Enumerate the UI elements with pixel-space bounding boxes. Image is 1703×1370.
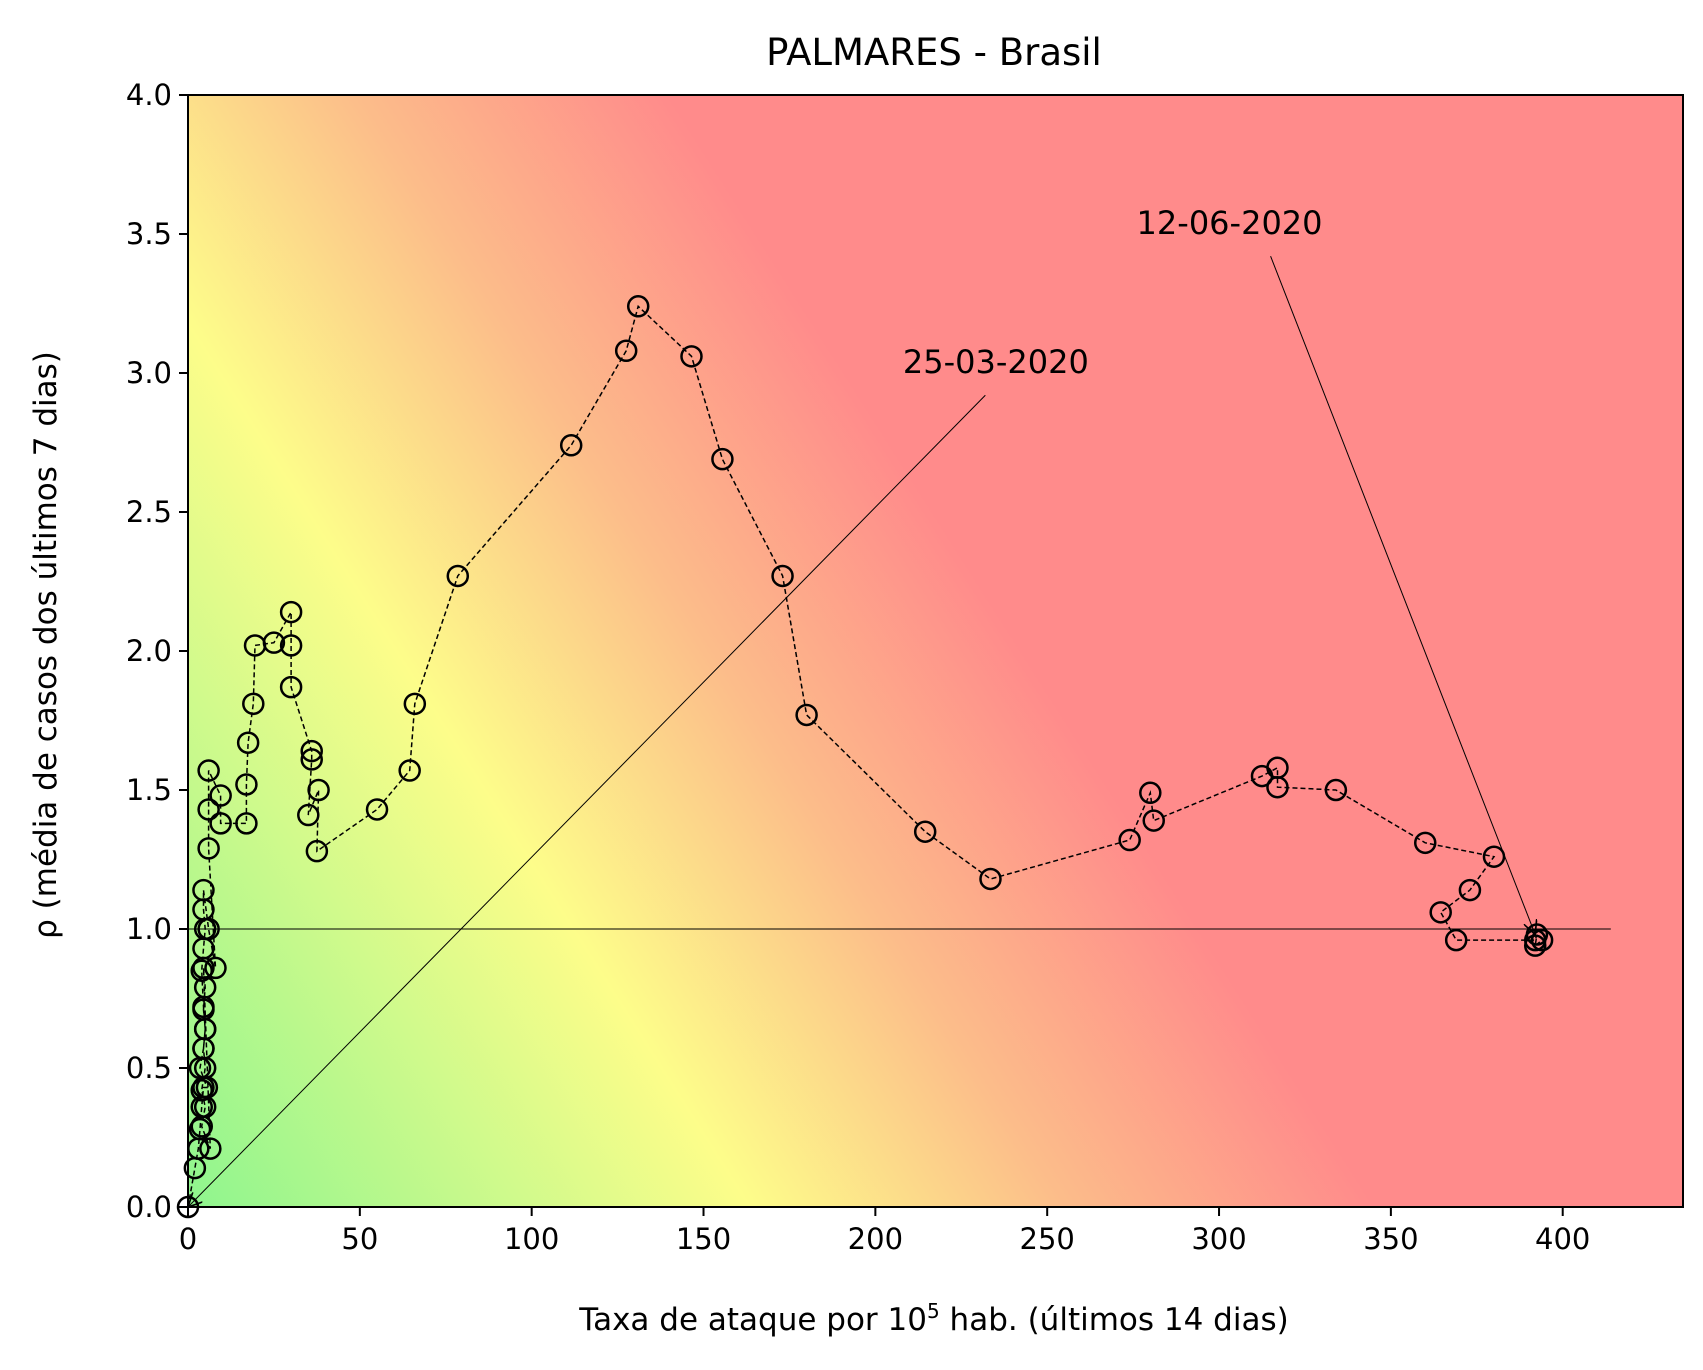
y-tick-label: 1.5	[126, 773, 172, 807]
x-axis-label: Taxa de ataque por 105 hab. (últimos 14 …	[578, 1299, 1288, 1338]
data-point	[559, 434, 583, 457]
data-point	[711, 447, 734, 471]
annotation-labels: 25-03-2020 12-06-2020	[903, 204, 1323, 381]
data-point	[209, 812, 232, 835]
x-axis: 0 50 100 150 200 250 300 350 400	[179, 1207, 1590, 1256]
x-tick-label: 250	[1020, 1222, 1075, 1256]
chart-title: PALMARES - Brasil	[766, 31, 1102, 74]
data-point	[1324, 778, 1348, 802]
annotation-arrows	[188, 256, 1535, 1207]
data-point	[236, 731, 260, 754]
x-tick-label: 400	[1535, 1222, 1590, 1256]
data-point	[279, 600, 303, 624]
annotation-arrow	[188, 394, 986, 1207]
data-point	[188, 1117, 212, 1141]
data-point	[1458, 878, 1482, 902]
data-point	[446, 564, 470, 588]
y-axis: 0.0 0.5 1.0 1.5 2.0 2.5 3.0 3.5 4.0	[126, 78, 188, 1224]
data-point	[197, 759, 220, 782]
x-axis-label-suffix: hab. (últimos 14 dias)	[940, 1302, 1289, 1338]
y-tick-label: 0.0	[126, 1190, 172, 1224]
data-point	[209, 784, 232, 807]
x-tick-label: 300	[1191, 1222, 1246, 1256]
data-point	[626, 295, 650, 318]
data-point	[192, 878, 215, 902]
data-point	[1413, 831, 1437, 855]
data-point	[1139, 781, 1162, 805]
data-point	[193, 1017, 217, 1041]
data-point	[307, 778, 330, 802]
data-point	[979, 867, 1002, 891]
data-point	[1444, 928, 1468, 952]
data-point	[300, 748, 323, 771]
data-point	[279, 675, 303, 699]
data-point	[1429, 901, 1452, 924]
data-point	[305, 839, 329, 863]
data-point	[190, 959, 213, 982]
data-point	[262, 631, 286, 654]
data-point	[398, 759, 421, 782]
annotation-label: 12-06-2020	[1137, 204, 1323, 242]
data-point	[235, 773, 258, 796]
x-tick-label: 150	[676, 1222, 731, 1256]
x-axis-label-superscript: 5	[927, 1299, 940, 1323]
x-tick-label: 350	[1363, 1222, 1418, 1256]
data-point	[204, 956, 227, 980]
y-tick-label: 2.5	[126, 495, 172, 529]
data-point	[1118, 828, 1141, 852]
data-point	[235, 812, 258, 835]
data-point	[242, 692, 265, 716]
data-point	[193, 1095, 217, 1119]
data-point	[1525, 923, 1549, 946]
data-point	[1482, 845, 1506, 868]
data-points	[176, 295, 1554, 1219]
data-point	[771, 564, 794, 588]
y-tick-label: 2.0	[126, 634, 172, 668]
data-point	[190, 1078, 213, 1102]
data-point	[1523, 934, 1547, 957]
data-point	[795, 703, 818, 727]
data-point	[680, 345, 703, 368]
data-point	[1142, 809, 1165, 832]
y-tick-label: 3.5	[126, 217, 172, 251]
y-tick-label: 3.0	[126, 356, 172, 390]
plot-background	[188, 95, 1683, 1207]
data-point	[913, 820, 937, 843]
data-point	[1266, 775, 1289, 799]
y-axis-label: ρ (média de casos dos últimos 7 dias)	[28, 351, 64, 939]
y-tick-label: 1.0	[126, 912, 172, 946]
annotation-label: 25-03-2020	[903, 343, 1089, 381]
data-point	[197, 837, 220, 860]
data-point	[199, 1137, 222, 1160]
x-tick-label: 50	[341, 1222, 378, 1256]
x-tick-label: 0	[179, 1222, 197, 1256]
data-point	[197, 798, 220, 821]
data-point	[297, 803, 320, 827]
data-point	[403, 692, 427, 716]
annotation-arrow	[1270, 256, 1536, 934]
y-tick-label: 0.5	[126, 1051, 172, 1085]
x-tick-label: 200	[848, 1222, 903, 1256]
data-point	[279, 634, 303, 657]
data-point	[300, 739, 323, 763]
data-point	[197, 917, 220, 941]
data-point	[365, 798, 389, 821]
data-point	[1530, 928, 1554, 952]
x-axis-label-main: Taxa de ataque por 10	[578, 1302, 927, 1338]
y-tick-label: 4.0	[126, 78, 172, 112]
data-point	[614, 339, 638, 363]
x-tick-label: 100	[504, 1222, 559, 1256]
data-point	[192, 995, 215, 1019]
